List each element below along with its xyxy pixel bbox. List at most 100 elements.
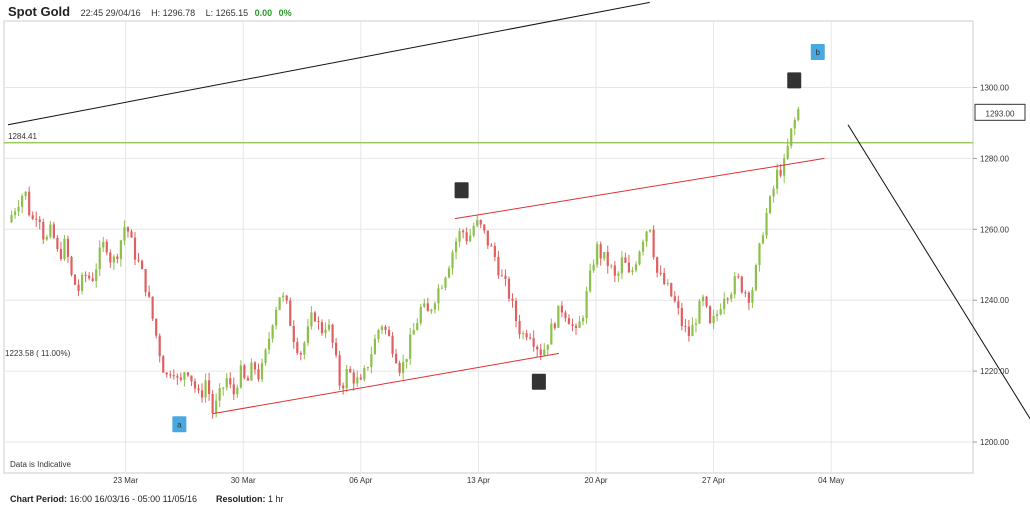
y-tick-label: 1200.00 [980, 438, 1009, 447]
candle-body [130, 231, 133, 238]
candle-body [606, 252, 609, 266]
candle-body [179, 377, 182, 380]
candle-body [645, 231, 648, 242]
candle-body [10, 214, 13, 223]
line-layer [7, 1, 1030, 420]
candle-body [303, 342, 306, 355]
candle-body [243, 365, 246, 378]
candle-body [45, 236, 48, 240]
candle-body [278, 297, 281, 310]
candle-body [38, 219, 41, 223]
candle-body [373, 338, 377, 355]
candle-body [776, 169, 779, 189]
candle-body [447, 268, 451, 278]
y-tick-label: 1300.00 [980, 84, 1009, 93]
candle-body [670, 283, 673, 297]
candle-body [239, 365, 242, 388]
candle-body [479, 220, 482, 225]
candle-body [603, 252, 606, 259]
candle-body [225, 378, 228, 388]
candle-body [419, 306, 422, 324]
candle-body [634, 264, 638, 271]
candle-body [648, 229, 652, 232]
candle-body [70, 256, 73, 275]
candle-body [740, 276, 743, 293]
wave-label-text: b [537, 378, 542, 387]
candle-body [557, 305, 560, 328]
candle-body [193, 381, 197, 389]
candle-body [730, 294, 733, 299]
candle-body [299, 352, 302, 355]
candle-body [253, 362, 257, 370]
candle-body [42, 222, 45, 240]
candle-body [384, 326, 387, 330]
left-price-label: 1223.58 ( 11.00%) [5, 349, 71, 358]
candle-body [324, 329, 327, 334]
candle-body [610, 265, 613, 267]
candle-body [546, 344, 549, 350]
candle-body [627, 262, 631, 273]
candle-body [521, 333, 525, 335]
candle-body [416, 323, 419, 331]
candle-body [680, 308, 683, 327]
candle-body [677, 301, 680, 309]
candle-body [123, 227, 126, 241]
candle-body [98, 247, 101, 270]
candle-body [433, 303, 436, 310]
candle-body [335, 342, 338, 356]
candle-body [624, 257, 627, 263]
level-layer: 1284.41 [4, 132, 973, 144]
candle-body [398, 363, 401, 373]
candle-body [158, 335, 161, 357]
candle-body [589, 270, 592, 292]
candle-body [440, 287, 444, 289]
period-label: Chart Period: [10, 494, 68, 504]
candle-body [726, 298, 729, 300]
candle-body [21, 195, 24, 207]
candle-body [525, 333, 528, 338]
candle-body [109, 252, 112, 263]
header-high: H: 1296.78 [151, 8, 196, 18]
candle-body [222, 387, 225, 389]
candle-body [405, 358, 408, 362]
trend-line [847, 124, 1030, 420]
candle-body [754, 265, 758, 291]
candle-body [790, 128, 793, 146]
candle-body [793, 120, 796, 129]
period-value: 16:00 16/03/16 - 05:00 11/05/16 [69, 494, 197, 504]
candle-body [596, 244, 599, 265]
candle-body [786, 145, 789, 159]
candle-body [387, 329, 391, 336]
candle-body [363, 367, 366, 380]
candle-body [59, 249, 63, 260]
candle-body [761, 235, 765, 244]
candle-body [31, 215, 34, 219]
candle-body [155, 318, 158, 336]
candle-body [84, 274, 87, 276]
candle-body [250, 362, 253, 381]
candle-body [275, 309, 278, 326]
candle-body [289, 300, 292, 326]
candle-body [617, 273, 620, 276]
candle-body [592, 264, 595, 271]
current-price-label: 1293.00 [986, 109, 1015, 118]
candle-body [656, 257, 659, 273]
candle-body [144, 269, 147, 293]
candle-body [359, 377, 362, 380]
wave-label-box [454, 182, 469, 199]
candle-body [151, 296, 154, 319]
candle-body [694, 323, 698, 325]
candle-body [504, 275, 507, 279]
candle-body [532, 337, 535, 347]
candle-body [666, 283, 669, 285]
wave-label-box [172, 416, 187, 433]
candle-body [264, 349, 267, 364]
candle-body [292, 325, 295, 343]
candle-body [469, 235, 472, 242]
wave-label-box [787, 72, 802, 89]
resolution-label: Resolution: [216, 494, 266, 504]
candle-body [56, 237, 59, 250]
candle-body [723, 298, 726, 310]
candle-body [306, 326, 309, 343]
candle-body [567, 318, 571, 325]
